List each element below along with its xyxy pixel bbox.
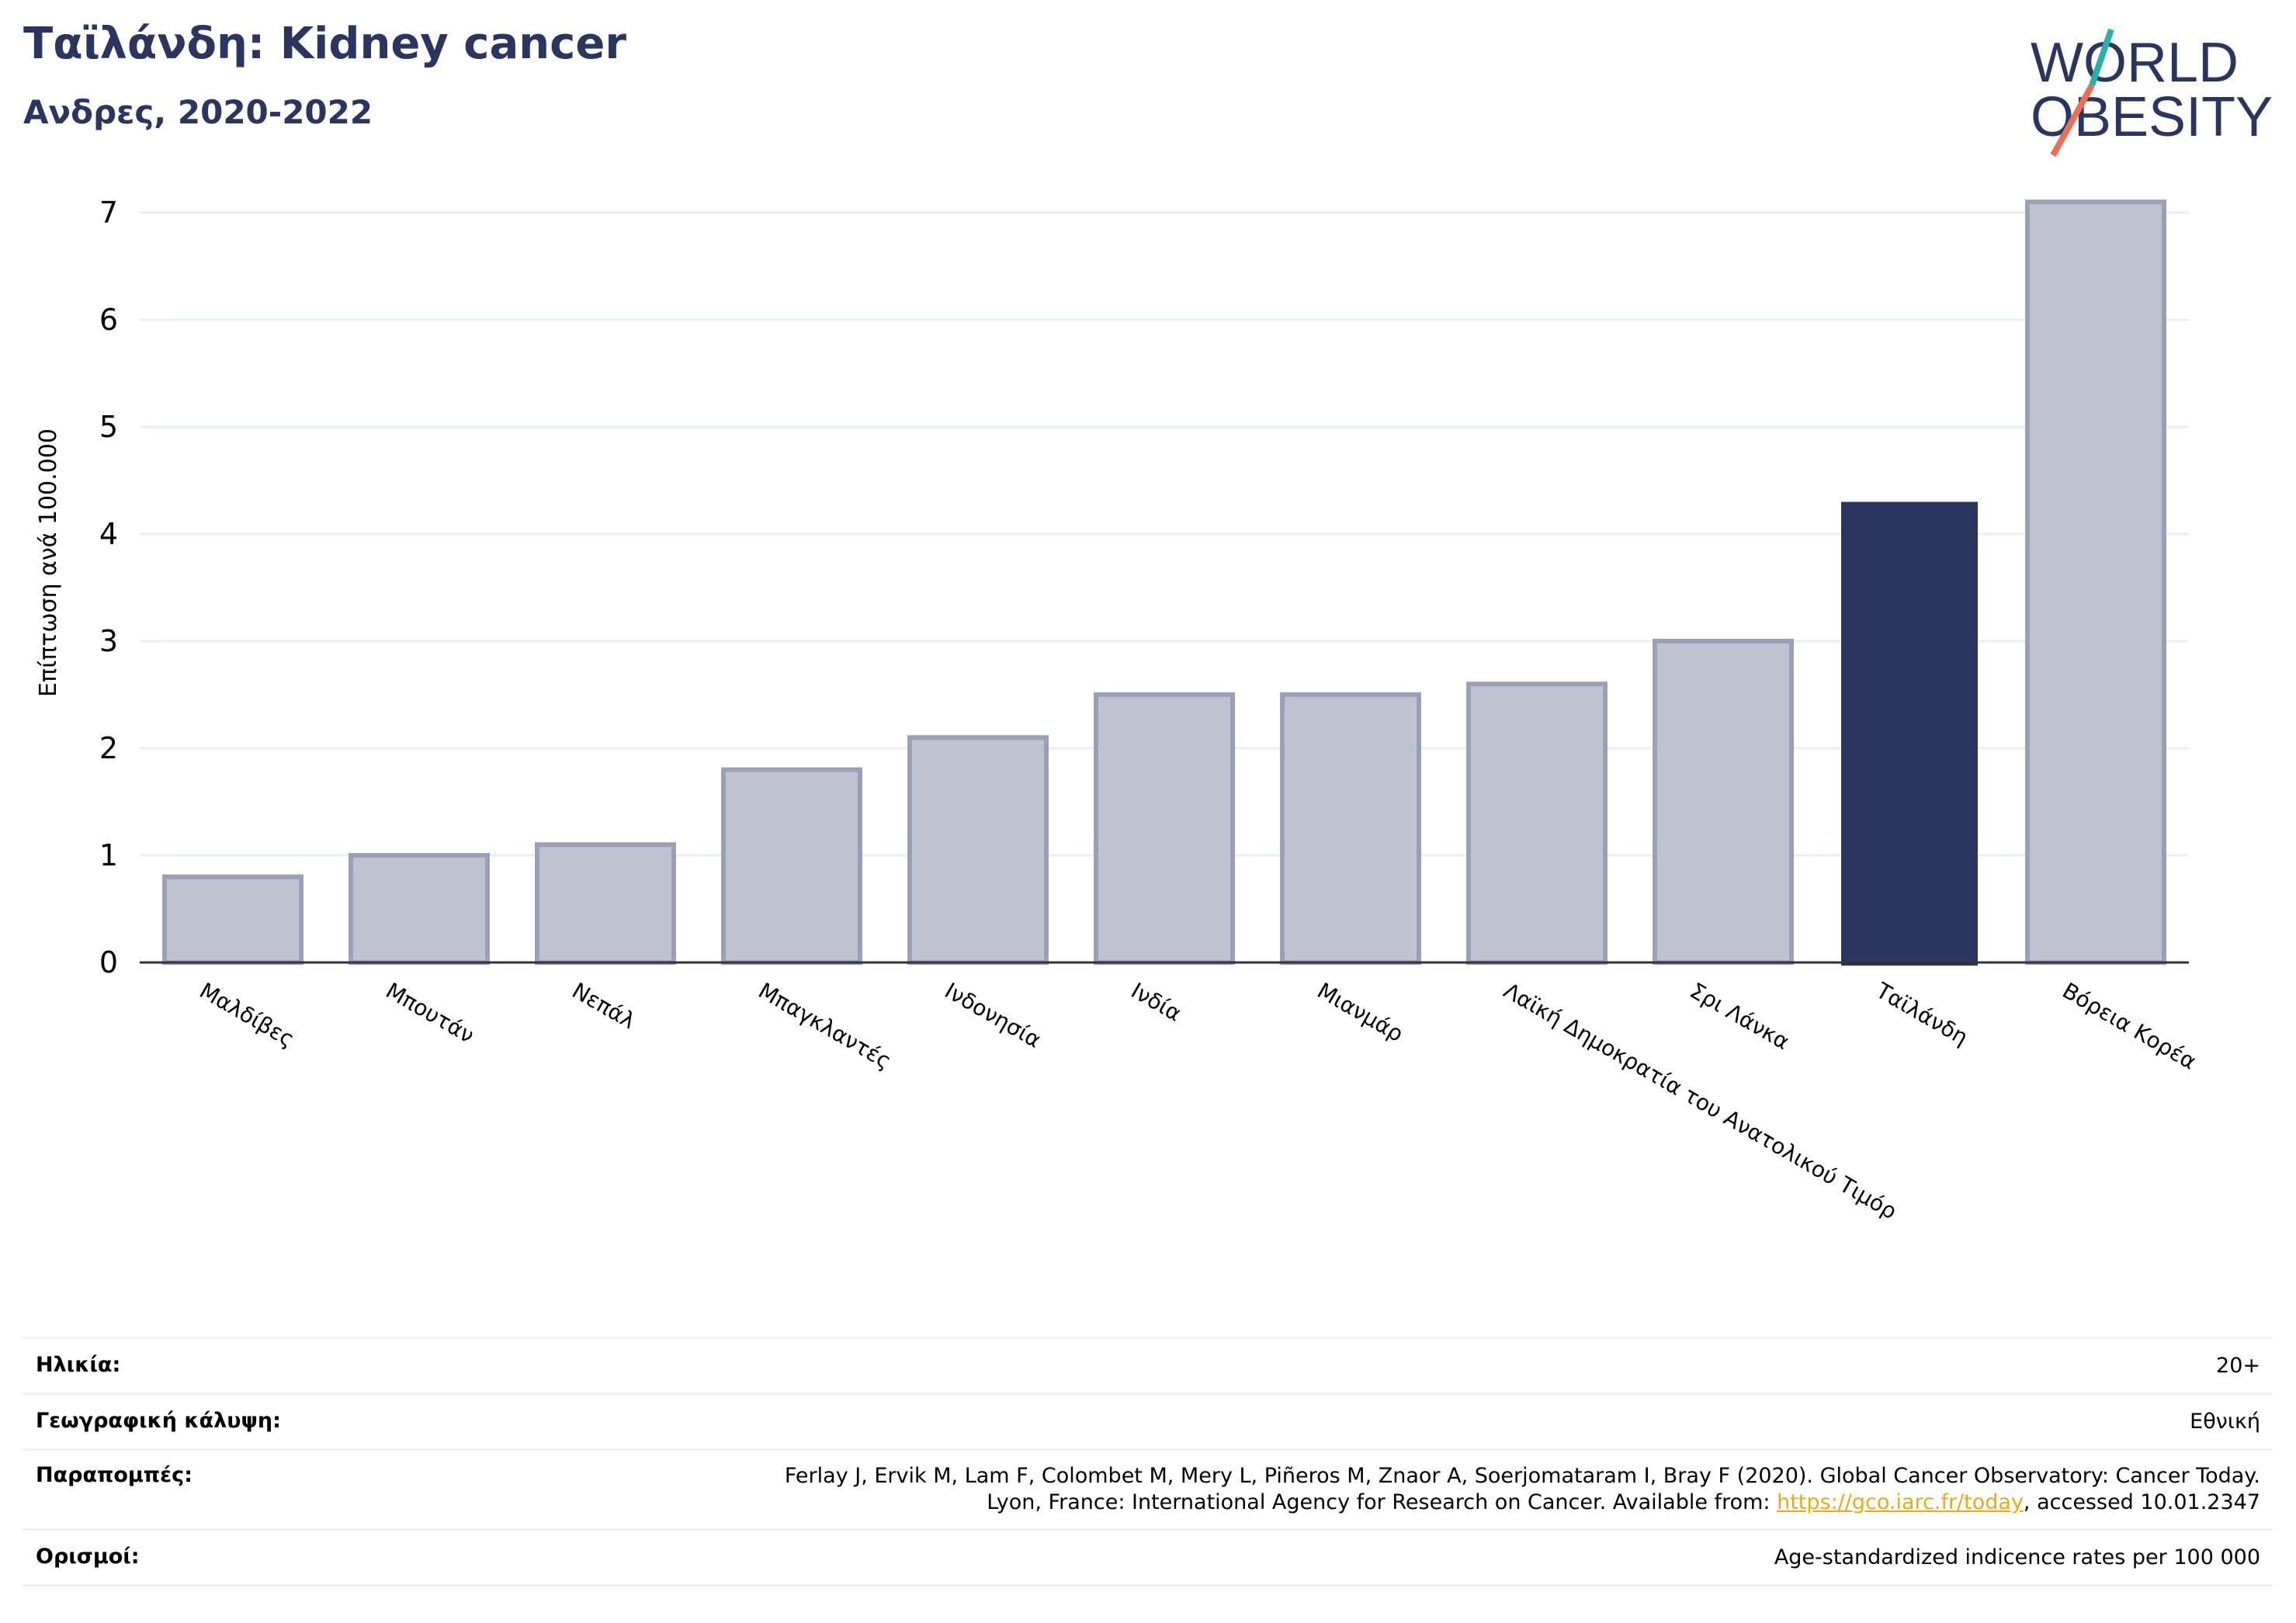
y-axis-label: Επίπτωση ανά 100.000 bbox=[35, 428, 62, 697]
y-tick-label: 0 bbox=[99, 945, 118, 980]
bar bbox=[721, 767, 862, 965]
meta-row-references: Παραπομπές: Ferlay J, Ervik M, Lam F, Co… bbox=[23, 1448, 2273, 1528]
y-tick-label: 6 bbox=[99, 303, 118, 337]
chart-title: Ταϊλάνδη: Kidney cancer bbox=[23, 19, 626, 69]
x-tick-label: Ινδονησία bbox=[941, 977, 1046, 1053]
x-tick-label: Σρι Λάνκα bbox=[1686, 977, 1795, 1055]
y-tick-label: 3 bbox=[99, 624, 118, 658]
x-tick-label: Ταϊλάνδη bbox=[1871, 977, 1972, 1050]
bar bbox=[1280, 692, 1421, 965]
x-tick-label: Νεπάλ bbox=[568, 977, 640, 1034]
x-tick-label: Μπουτάν bbox=[382, 977, 479, 1048]
y-tick-label: 4 bbox=[99, 517, 118, 551]
metadata-table: Ηλικία: 20+ Γεωγραφική κάλυψη: Εθνική Πα… bbox=[23, 1337, 2273, 1587]
x-tick-label: Ινδία bbox=[1127, 977, 1186, 1026]
chart-subtitle: Ανδρες, 2020-2022 bbox=[23, 93, 373, 131]
x-tick-label: Βόρεια Κορέα bbox=[2058, 977, 2201, 1074]
bar bbox=[1094, 692, 1235, 965]
world-obesity-logo: WORLD OBESITY bbox=[2031, 28, 2273, 157]
references-line-2-start: Lyon, France: International Agency for R… bbox=[987, 1490, 1777, 1514]
references-line-2: Lyon, France: International Agency for R… bbox=[785, 1489, 2260, 1516]
bar bbox=[907, 735, 1049, 965]
references-value: Ferlay J, Ervik M, Lam F, Colombet M, Me… bbox=[785, 1463, 2260, 1516]
coverage-value: Εθνική bbox=[2190, 1410, 2260, 1434]
bar bbox=[162, 874, 303, 965]
definitions-value: Age-standardized indicence rates per 100… bbox=[1774, 1545, 2260, 1569]
meta-row-coverage: Γεωγραφική κάλυψη: Εθνική bbox=[23, 1392, 2273, 1448]
bar bbox=[349, 853, 490, 965]
references-line-2-end: , accessed 10.01.2347 bbox=[2023, 1490, 2260, 1514]
bar bbox=[535, 842, 676, 965]
meta-row-age: Ηλικία: 20+ bbox=[23, 1337, 2273, 1392]
definitions-label: Ορισμοί: bbox=[36, 1545, 140, 1569]
references-label: Παραπομπές: bbox=[36, 1463, 192, 1487]
bar bbox=[2025, 199, 2166, 965]
age-label: Ηλικία: bbox=[36, 1353, 121, 1377]
coverage-label: Γεωγραφική κάλυψη: bbox=[36, 1409, 281, 1433]
bar-highlight bbox=[1841, 501, 1978, 966]
x-tick-label: Μπαγκλαντές bbox=[754, 977, 896, 1073]
references-line-1: Ferlay J, Ervik M, Lam F, Colombet M, Me… bbox=[784, 1464, 2260, 1488]
x-tick-label: Λαϊκή Δημοκρατία του Ανατολικού Τιμόρ bbox=[1500, 977, 1902, 1224]
gco-link[interactable]: https://gco.iarc.fr/today bbox=[1777, 1490, 2024, 1514]
y-tick-label: 7 bbox=[99, 196, 118, 230]
x-tick-label: Μαλδίβες bbox=[196, 977, 300, 1052]
age-value: 20+ bbox=[2216, 1354, 2260, 1378]
bar-chart: 0 1 2 3 4 5 6 7 Επίπτωση ανά 100.000 Μαλδίβες Μπου… bbox=[35, 196, 2201, 1225]
logo-text-world: WORLD bbox=[2031, 32, 2239, 94]
y-tick-label: 2 bbox=[99, 731, 118, 765]
meta-row-definitions: Ορισμοί: Age-standardized indicence rate… bbox=[23, 1528, 2273, 1587]
logo-slash-coral bbox=[2050, 84, 2095, 157]
x-tick-label: Μιανμάρ bbox=[1313, 977, 1408, 1046]
bar bbox=[1466, 681, 1608, 965]
bar bbox=[1653, 639, 1794, 965]
logo-slash-teal bbox=[2089, 28, 2114, 87]
y-tick-label: 1 bbox=[99, 838, 118, 872]
y-tick-label: 5 bbox=[99, 410, 118, 444]
